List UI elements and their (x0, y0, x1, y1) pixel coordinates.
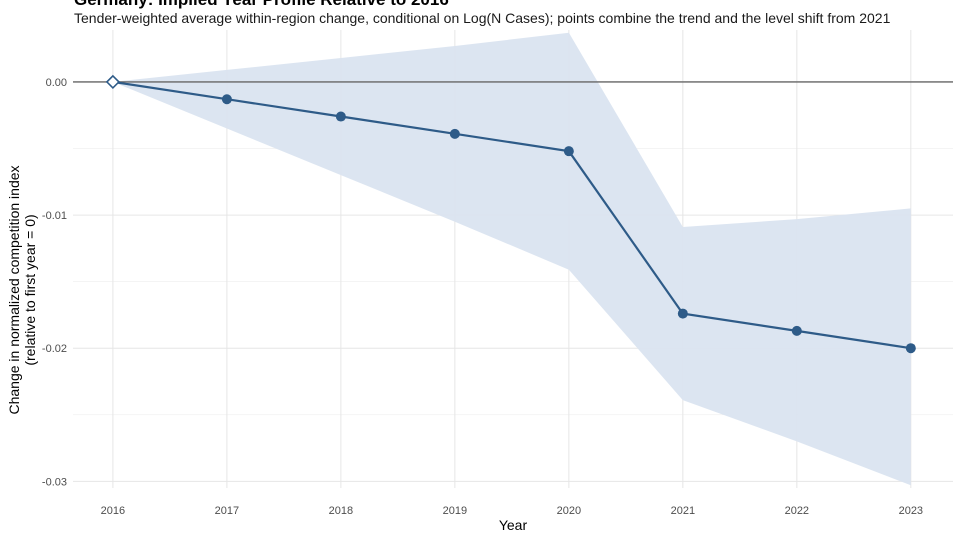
data-point (791, 325, 802, 336)
x-tick-label: 2018 (329, 505, 353, 517)
data-point-baseline (105, 74, 121, 90)
y-tick-label: -0.03 (42, 476, 67, 488)
y-tick-label: 0.00 (46, 77, 67, 89)
x-axis-label: Year (499, 517, 528, 533)
x-tick-label: 2017 (215, 505, 239, 517)
y-tick-label: -0.01 (42, 210, 67, 222)
y-tick-labels: 0.00 -0.01 -0.02 -0.03 (42, 77, 67, 488)
data-point (563, 146, 574, 157)
data-point (449, 128, 460, 139)
series-line (112, 80, 911, 350)
x-tick-label: 2021 (671, 505, 695, 517)
y-tick-label: -0.02 (42, 343, 67, 355)
data-point (905, 343, 916, 354)
chart-subtitle: Tender-weighted average within-region ch… (74, 10, 891, 26)
confidence-band (112, 32, 911, 486)
data-point (335, 111, 346, 122)
data-points (105, 74, 916, 354)
x-tick-label: 2023 (899, 505, 923, 517)
data-point (677, 308, 688, 319)
x-tick-labels: 2016 2017 2018 2019 2020 2021 2022 2023 (101, 505, 923, 517)
y-axis-label-line2: (relative to first year = 0) (22, 214, 38, 365)
x-tick-label: 2020 (557, 505, 581, 517)
chart-title: Germany: Implied Year Profile Relative t… (74, 0, 449, 10)
x-tick-label: 2016 (101, 505, 125, 517)
x-tick-label: 2019 (443, 505, 467, 517)
y-axis-label-line1: Change in normalized competition index (6, 165, 22, 414)
data-point (221, 94, 232, 105)
x-tick-label: 2022 (785, 505, 809, 517)
